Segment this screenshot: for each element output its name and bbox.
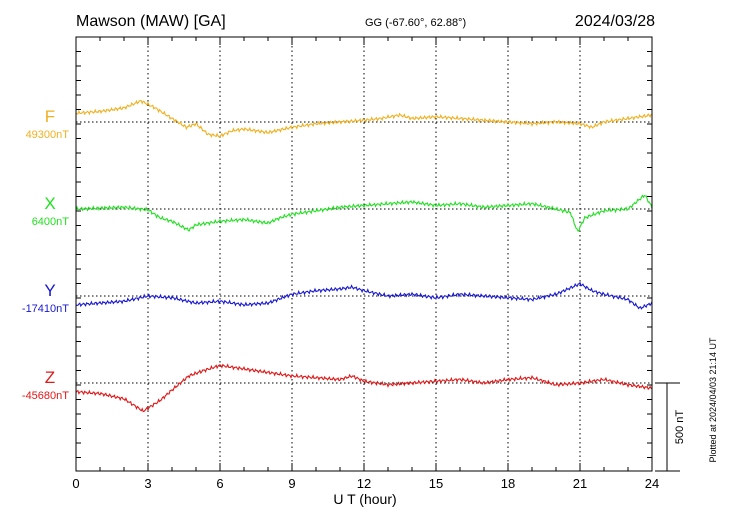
series-baseline-f: 49300nT — [26, 129, 70, 141]
grid-lines — [147, 37, 581, 471]
x-tick-label: 21 — [573, 476, 587, 491]
x-tick-labels: 0 3 6 9 12 15 18 21 24 — [72, 476, 659, 491]
series-line-y — [75, 281, 653, 310]
series-name-f: F — [45, 107, 55, 126]
plotted-timestamp: Plotted at 2024/04/03 21:14 UT — [708, 337, 718, 463]
series-name-y: Y — [44, 281, 55, 300]
series-baseline-z: -45680nT — [22, 390, 69, 402]
x-tick-label: 18 — [501, 476, 515, 491]
series-baseline-y: -17410nT — [22, 303, 69, 315]
coordinates-label: GG (-67.60°, 62.88°) — [365, 17, 466, 29]
series-line-f — [75, 99, 653, 139]
series-line-z — [75, 363, 653, 413]
tick-marks — [75, 36, 653, 471]
date-label: 2024/03/28 — [575, 13, 655, 30]
series-line-x — [75, 194, 653, 232]
series-baseline-x: 6400nT — [32, 216, 70, 228]
scale-bar-label: 500 nT — [674, 410, 686, 445]
series-name-x: X — [44, 194, 55, 213]
x-tick-label: 3 — [144, 476, 151, 491]
series-lines — [75, 99, 653, 413]
x-tick-label: 0 — [72, 476, 79, 491]
x-tick-label: 12 — [357, 476, 371, 491]
x-tick-label: 15 — [429, 476, 443, 491]
x-tick-label: 24 — [645, 476, 659, 491]
station-title: Mawson (MAW) [GA] — [76, 13, 226, 30]
series-labels: F 49300nT X 6400nT Y -17410nT Z -45680nT — [22, 107, 69, 402]
series-name-z: Z — [45, 368, 55, 387]
scale-bar: 500 nT — [655, 382, 686, 472]
x-axis-label: U T (hour) — [333, 491, 396, 507]
x-tick-label: 9 — [288, 476, 295, 491]
x-tick-label: 6 — [216, 476, 223, 491]
